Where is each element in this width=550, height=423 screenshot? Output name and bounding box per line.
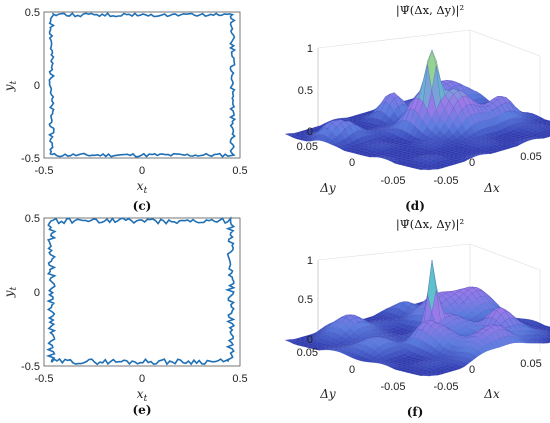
y-ticks-e: 0.5 0 -0.5 bbox=[21, 213, 40, 373]
x-ticks-c: -0.5 0 0.5 bbox=[35, 165, 248, 177]
x-tick-label: -0.5 bbox=[35, 373, 54, 385]
x-tick-label: 0 bbox=[469, 157, 475, 169]
panel-e: -0.5 0 0.5 0.5 0 -0.5 xt yt (e) bbox=[2, 213, 248, 417]
x-tick-label: 0.05 bbox=[520, 358, 541, 370]
axes-box-c bbox=[43, 11, 241, 159]
panel-c: -0.5 0 0.5 0.5 0 -0.5 xt yt (c) bbox=[2, 7, 248, 213]
y-tick-label: -0.5 bbox=[21, 153, 40, 165]
chart-title-d: |Ψ̇(Δx, Δy)|² bbox=[396, 3, 464, 18]
panel-f: |Ψ̇(Δx, Δy)|² 1 0.5 0 0.05 0 -0.05 -0.05… bbox=[284, 217, 550, 419]
chart-title-f: |Ψ̇(Δx, Δy)|² bbox=[396, 217, 464, 232]
y-tick-label: 0 bbox=[34, 287, 40, 299]
axes-box-e bbox=[43, 217, 241, 367]
y-tick-label: 0.5 bbox=[25, 7, 40, 19]
z-ticks-f: 1 0.5 0 bbox=[298, 255, 313, 346]
z-ticks-d: 1 0.5 0 bbox=[298, 43, 313, 138]
back-edge-d bbox=[469, 29, 541, 57]
trajectory-curve-e bbox=[45, 216, 236, 366]
y-tick-label: 0.05 bbox=[297, 347, 318, 359]
x-ticks-f: -0.05 0 0.05 bbox=[433, 358, 541, 393]
x-tick-label: 0 bbox=[469, 364, 475, 376]
x-axis-label-c: xt bbox=[137, 179, 148, 196]
x-ticks-e: -0.5 0 0.5 bbox=[35, 373, 248, 385]
y-axis-label-c: yt bbox=[2, 80, 19, 92]
x-tick-label: 0.05 bbox=[520, 151, 541, 163]
y-ticks-f: 0.05 0 -0.05 bbox=[297, 347, 406, 393]
surface-mesh-f bbox=[284, 259, 550, 377]
y-ticks-c: 0.5 0 -0.5 bbox=[21, 7, 40, 165]
y-axis-label-d: Δy bbox=[319, 181, 336, 195]
y-tick-label: -0.5 bbox=[21, 361, 40, 373]
z-tick-label: 1 bbox=[307, 43, 313, 55]
y-tick-label: -0.05 bbox=[380, 381, 405, 393]
y-axis-label-f: Δy bbox=[319, 387, 336, 401]
x-tick-label: 0 bbox=[139, 373, 145, 385]
z-tick-label: 0 bbox=[307, 334, 313, 346]
y-tick-label: 0 bbox=[349, 157, 355, 169]
panel-label-f: (f) bbox=[407, 405, 424, 419]
z-tick-label: 1 bbox=[307, 255, 313, 267]
surface-patch bbox=[424, 168, 434, 171]
back-edge-d bbox=[317, 29, 471, 49]
y-tick-label: -0.05 bbox=[380, 175, 405, 187]
panel-label-d: (d) bbox=[405, 199, 425, 213]
z-tick-label: 0.5 bbox=[298, 85, 313, 97]
z-tick-label: 0 bbox=[307, 126, 313, 138]
panel-d: |Ψ̇(Δx, Δy)|² 1 0.5 0 0.05 0 -0.05 -0.05… bbox=[284, 3, 550, 213]
y-tick-label: 0.05 bbox=[297, 141, 318, 153]
surface-patch bbox=[424, 374, 434, 377]
x-tick-label: 0.5 bbox=[232, 165, 247, 177]
x-axis-label-d: Δx bbox=[483, 181, 500, 195]
x-tick-label: -0.05 bbox=[433, 175, 458, 187]
y-tick-label: 0.5 bbox=[25, 213, 40, 225]
y-axis-label-e: yt bbox=[2, 286, 19, 298]
z-tick-label: 0.5 bbox=[298, 294, 313, 306]
x-axis-label-f: Δx bbox=[483, 387, 500, 401]
panel-label-c: (c) bbox=[133, 199, 152, 213]
back-edge-f bbox=[317, 243, 471, 261]
y-tick-label: 0 bbox=[34, 80, 40, 92]
surface-mesh-d bbox=[284, 49, 550, 171]
trajectory-curve-c bbox=[47, 12, 237, 158]
x-tick-label: 0 bbox=[139, 165, 145, 177]
x-tick-label: 0.5 bbox=[232, 373, 247, 385]
x-tick-label: -0.05 bbox=[433, 381, 458, 393]
x-axis-label-e: xt bbox=[137, 387, 148, 404]
x-tick-label: -0.5 bbox=[35, 165, 54, 177]
x-ticks-d: -0.05 0 0.05 bbox=[433, 151, 541, 187]
panel-label-e: (e) bbox=[133, 403, 152, 417]
y-ticks-d: 0.05 0 -0.05 bbox=[297, 141, 406, 187]
y-tick-label: 0 bbox=[349, 364, 355, 376]
back-edge-f bbox=[469, 243, 541, 271]
